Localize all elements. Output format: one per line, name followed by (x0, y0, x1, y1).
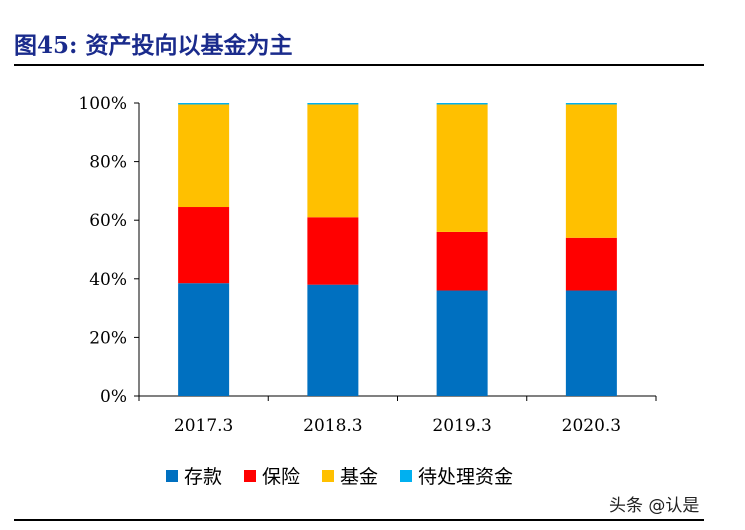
bar-segment (307, 217, 359, 285)
y-tick-label: 0% (100, 387, 127, 407)
bottom-rule (14, 519, 704, 521)
y-tick-label: 20% (89, 328, 127, 348)
bar-segment (178, 104, 230, 208)
bar-segment (565, 290, 617, 396)
figure-title: 图45: 资产投向以基金为主 (14, 32, 293, 59)
bar-segment (565, 103, 617, 105)
bar-segment (565, 237, 617, 291)
bar-segment (436, 290, 488, 396)
x-category-label: 2017.3 (174, 416, 233, 436)
x-category-label: 2018.3 (303, 416, 362, 436)
legend-item: 存款 (166, 462, 222, 489)
legend-swatch (244, 469, 257, 482)
bar-segment (178, 283, 230, 396)
y-tick-label: 80% (89, 153, 127, 173)
bar-segment (436, 104, 488, 232)
bar-segment (436, 103, 488, 105)
legend-label: 待处理资金 (418, 466, 514, 488)
top-rule (14, 64, 704, 66)
y-tick-label: 100% (78, 94, 127, 114)
legend-item: 待处理资金 (400, 462, 513, 489)
x-category-label: 2020.3 (562, 416, 621, 436)
legend-label: 存款 (184, 466, 223, 488)
legend-label: 基金 (340, 466, 379, 488)
bar-segment (436, 231, 488, 291)
y-tick-label: 40% (89, 270, 127, 290)
legend-swatch (322, 469, 335, 482)
bar-segment (178, 207, 230, 284)
chart-bars (178, 103, 617, 396)
legend-swatch (400, 469, 413, 482)
legend-item: 保险 (244, 462, 300, 489)
y-tick-label: 60% (89, 211, 127, 231)
x-category-label: 2019.3 (432, 416, 491, 436)
chart-labels: 0% 20% 40% 60% 80% 100% 2017.3 2018.3 2019.3 2020… (78, 94, 621, 436)
bar-segment (307, 104, 359, 218)
legend-item: 基金 (322, 462, 378, 489)
legend-label: 保险 (262, 466, 301, 488)
bar-segment (178, 103, 230, 105)
legend-swatch (166, 469, 178, 482)
bar-segment (307, 284, 359, 396)
watermark: 头条 @认是 (609, 496, 700, 516)
bar-segment (565, 104, 617, 238)
bar-segment (307, 103, 359, 105)
chart-legend: 存款 保险 基金 待处理资金 (166, 462, 513, 489)
